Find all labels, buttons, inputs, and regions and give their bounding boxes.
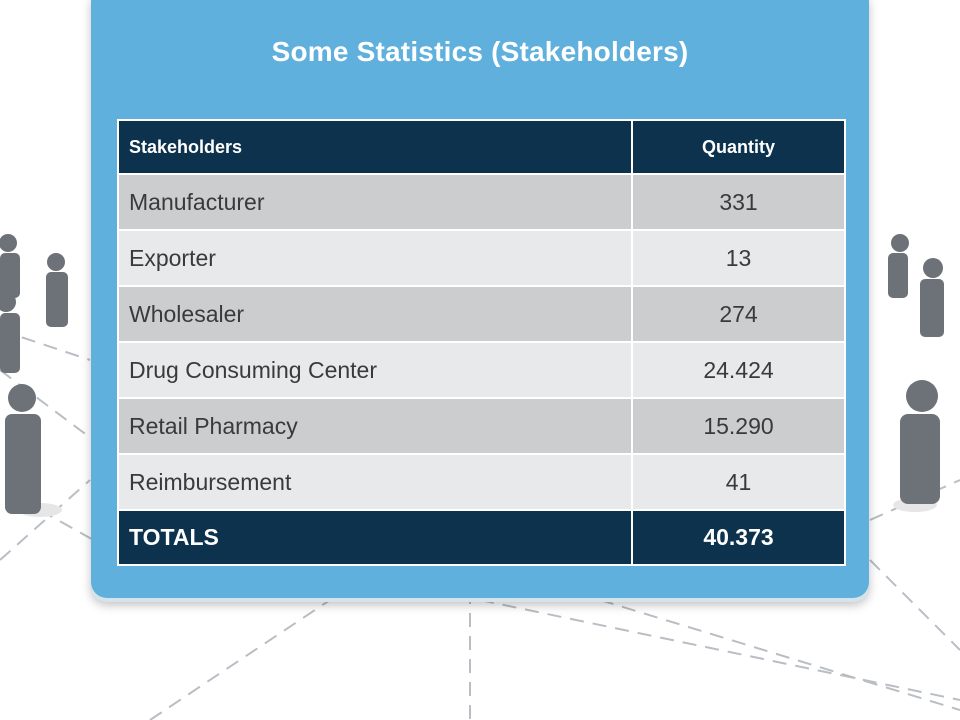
quantity-cell: 331 <box>631 173 846 231</box>
person-icon <box>888 234 944 504</box>
header-quantity: Quantity <box>631 119 846 175</box>
table-row: Reimbursement 41 <box>117 453 846 511</box>
person-icon <box>0 234 68 514</box>
table-header-row: Stakeholders Quantity <box>117 119 846 175</box>
table-row: Retail Pharmacy 15.290 <box>117 397 846 455</box>
table-row: Wholesaler 274 <box>117 285 846 343</box>
header-stakeholders: Stakeholders <box>117 119 633 175</box>
quantity-cell: 41 <box>631 453 846 511</box>
table-row: Exporter 13 <box>117 229 846 287</box>
quantity-cell: 13 <box>631 229 846 287</box>
totals-label: TOTALS <box>117 509 633 566</box>
table-row: Manufacturer 331 <box>117 173 846 231</box>
stakeholder-cell: Drug Consuming Center <box>117 341 633 399</box>
totals-quantity: 40.373 <box>631 509 846 566</box>
stakeholder-cell: Exporter <box>117 229 633 287</box>
table-row: Drug Consuming Center 24.424 <box>117 341 846 399</box>
quantity-cell: 24.424 <box>631 341 846 399</box>
stakeholder-cell: Wholesaler <box>117 285 633 343</box>
stakeholder-cell: Reimbursement <box>117 453 633 511</box>
stakeholders-table: Stakeholders Quantity Manufacturer 331 E… <box>117 119 846 566</box>
quantity-cell: 274 <box>631 285 846 343</box>
stakeholder-cell: Retail Pharmacy <box>117 397 633 455</box>
slide-title: Some Statistics (Stakeholders) <box>271 36 689 67</box>
totals-row: TOTALS 40.373 <box>117 509 846 566</box>
stakeholder-cell: Manufacturer <box>117 173 633 231</box>
quantity-cell: 15.290 <box>631 397 846 455</box>
